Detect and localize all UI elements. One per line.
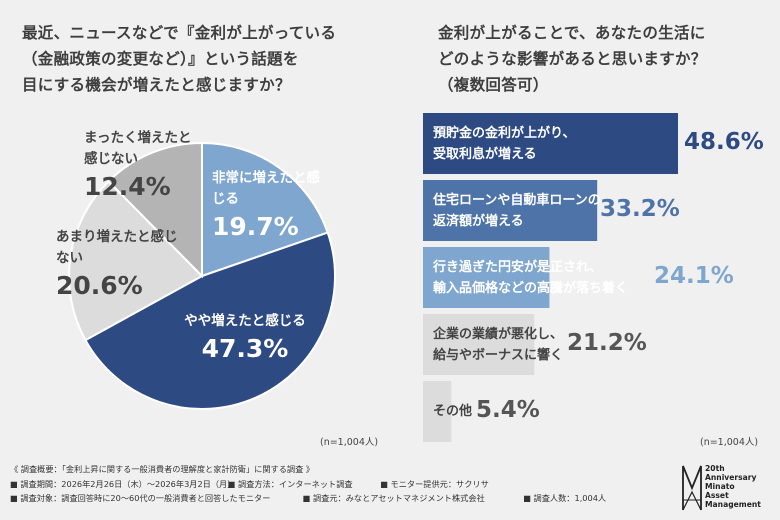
- survey-period: ■ 調査期間：2026年2月26日（木）～2026年3月2日（月）: [10, 478, 236, 489]
- bar-value-label: 48.6%: [684, 128, 764, 155]
- left-question-title: 最近、ニュースなどで『金利が上がっている （金融政策の変更など）』という話題を …: [22, 24, 337, 94]
- logo-mark-icon: [682, 465, 702, 511]
- pie-slice-label: まったく増えたと感じない 12.4%: [84, 128, 204, 204]
- pie-slice-value: 12.4%: [84, 172, 171, 201]
- sample-size-left: (n=1,004人): [320, 437, 379, 448]
- survey-title: 《 調査概要：「金利上昇に関する一般消費者の理解度と家計防衛」に関する調査 》: [10, 464, 315, 474]
- right-question-title: 金利が上がることで、あなたの生活に どのような影響があると思いますか？ （複数回…: [438, 24, 707, 94]
- logo-text: 20th Anniversary Minato Asset Management: [705, 464, 761, 509]
- bar-value-label: 33.2%: [600, 195, 680, 222]
- pie-slice-value: 47.3%: [201, 334, 289, 363]
- pie-slice-name: まったく増えたと感じない: [84, 130, 192, 167]
- survey-count: ■ 調査人数：1,004人: [523, 493, 607, 503]
- pie-slice-name: 非常に増えたと感じる: [212, 170, 320, 207]
- bar-category-label: 企業の業績が悪化し、 給与やボーナスに響く: [433, 326, 564, 363]
- survey-target: ■ 調査対象：調査回答時に20～60代の一般消費者と回答したモニター: [10, 493, 271, 503]
- sample-size-right: (n=1,004人): [700, 437, 759, 448]
- bar-value-label: 24.1%: [654, 262, 734, 289]
- bar-value-label: 21.2%: [567, 329, 647, 356]
- pie-slice-value: 19.7%: [212, 212, 299, 241]
- bar-category-label: 住宅ローンや自動車ローンの 返済額が増える: [433, 192, 601, 229]
- pie-slice-name: やや増えたと感じる: [184, 313, 306, 329]
- survey-method: ■ 調査方法：インターネット調査: [227, 478, 353, 489]
- survey-monitor: ■ モニター提供元：サクリサ: [380, 478, 489, 489]
- pie-slice-name: あまり増えたと感じない: [56, 229, 178, 266]
- bar-category-label: 預貯金の金利が上がり、 受取利息が増える: [433, 125, 576, 162]
- pie-slice-label: あまり増えたと感じない 20.6%: [56, 227, 186, 303]
- pie-slice-label: やや増えたと感じる 47.3%: [170, 311, 320, 366]
- pie-slice-label: 非常に増えたと感じる 19.7%: [212, 168, 322, 244]
- pie-slice-value: 20.6%: [56, 271, 143, 300]
- bar-value-label: 5.4%: [476, 396, 540, 423]
- company-logo: 20th Anniversary Minato Asset Management: [680, 462, 775, 514]
- bar-category-label: 行き過ぎた円安が是正され、 輸入品価格などの高騰が落ち着く: [433, 259, 629, 296]
- bar-category-label: その他: [433, 404, 473, 419]
- survey-source: ■ 調査元：みなとアセットマネジメント株式会社: [302, 493, 485, 503]
- survey-summary: 《 調査概要：「金利上昇に関する一般消費者の理解度と家計防衛」に関する調査 》 …: [10, 462, 670, 506]
